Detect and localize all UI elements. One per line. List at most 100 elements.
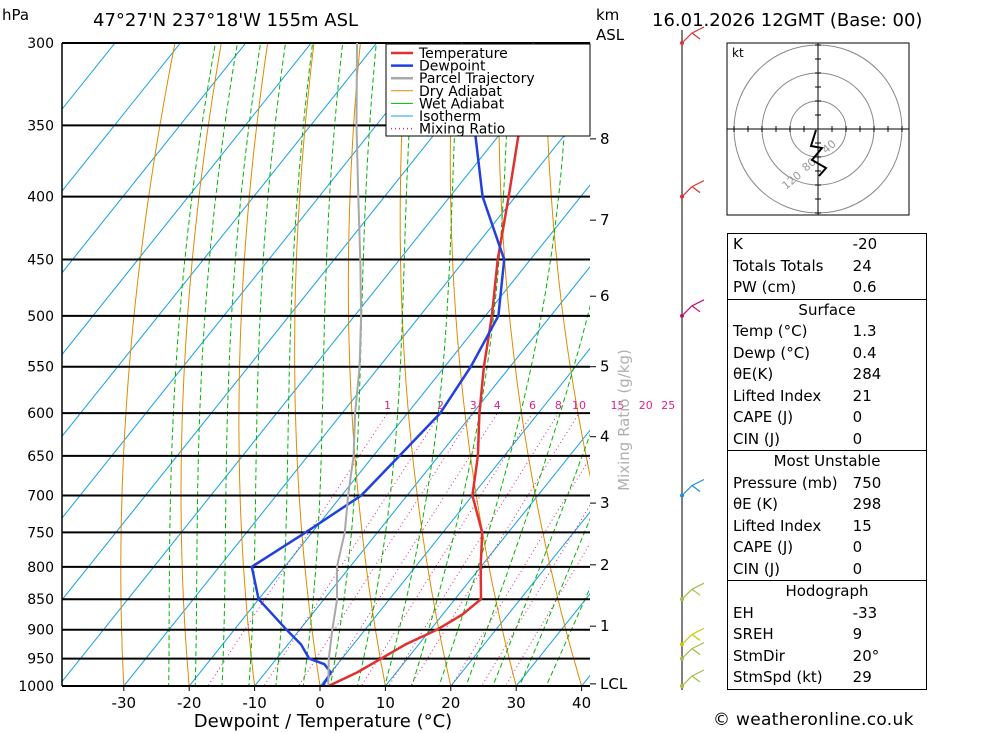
stmdir-label: StmDir — [733, 646, 785, 665]
k-label: K — [733, 235, 743, 254]
mixing-ratio-line — [451, 457, 590, 686]
km-tick-label: 4 — [600, 428, 610, 446]
pressure-tick-label: 500 — [27, 309, 54, 325]
dry-adiabat-line — [988, 0, 1000, 712]
x-tick-label: 10 — [376, 694, 395, 712]
surface-thetae-value: 284 — [852, 365, 882, 384]
km-tick-label: 5 — [600, 358, 610, 376]
mixing-ratio-line — [360, 412, 533, 686]
dry-adiabat-line — [238, 43, 269, 686]
surface-temp-label: Temp (°C) — [733, 322, 808, 341]
tt-value: 24 — [852, 256, 872, 275]
legend-label: Dewpoint — [419, 59, 486, 75]
k-value: -20 — [852, 235, 878, 254]
hodograph-unit: kt — [732, 46, 744, 60]
mu-header: Most Unstable — [727, 450, 927, 473]
surface-cape-value: 0 — [852, 408, 863, 427]
pressure-tick-label: 1000 — [18, 679, 54, 695]
wind-barb — [681, 180, 705, 198]
isotherm-line — [62, 43, 182, 192]
isotherm-line — [384, 429, 590, 686]
isotherm-line — [62, 43, 312, 356]
eh-label: EH — [733, 603, 754, 622]
mu-pres-label: Pressure (mb) — [733, 473, 838, 492]
dry-adiabat-line — [120, 43, 176, 686]
x-tick-label: 0 — [315, 694, 325, 712]
wind-barb — [681, 669, 705, 687]
pressure-tick-label: 800 — [27, 560, 54, 576]
km-tick-label: 7 — [600, 211, 610, 229]
km-tick-label: 8 — [600, 130, 610, 148]
wind-barb — [681, 642, 705, 660]
stmspd-value: 29 — [852, 668, 872, 687]
mixing-ratio-label: 8 — [555, 399, 562, 412]
mu-li-label: Lifted Index — [733, 516, 822, 535]
mixing-ratio-line — [207, 412, 388, 686]
legend-label: Wet Adiabat — [419, 96, 505, 112]
legend-label: Temperature — [418, 46, 508, 62]
wind-barb — [681, 26, 705, 44]
pressure-tick-label: 650 — [27, 449, 54, 465]
mu-cin-value: 0 — [852, 559, 863, 578]
pressure-tick-label: 450 — [27, 253, 54, 269]
surface-cin-value: 0 — [852, 429, 863, 448]
mixing-ratio-line — [505, 542, 590, 686]
pw-label: PW (cm) — [733, 278, 797, 297]
mixing-ratio-line — [323, 412, 498, 686]
run-title: 16.01.2026 12GMT (Base: 00) — [652, 10, 922, 31]
profile-series — [250, 43, 535, 686]
mixing-ratio-axis-title: Mixing Ratio (g/kg) — [615, 349, 633, 491]
pressure-tick-label: 700 — [27, 489, 54, 505]
x-tick-label: -20 — [177, 694, 202, 712]
pressure-tick-label: 750 — [27, 525, 54, 541]
legend-label: Parcel Trajectory — [419, 71, 535, 87]
parcel-trajectory-line — [327, 43, 363, 686]
wet-adiabat-line — [248, 43, 287, 686]
pw-value: 0.6 — [852, 278, 877, 297]
wind-barb-column — [680, 26, 705, 690]
mixing-ratio-label: 2 — [437, 399, 444, 412]
sreh-value: 9 — [852, 625, 863, 644]
surface-temp-value: 1.3 — [852, 322, 877, 341]
asl-unit: ASL — [596, 26, 625, 44]
isotherm-line — [319, 347, 590, 686]
legend-label: Dry Adiabat — [419, 84, 502, 100]
hodograph-trace — [809, 129, 828, 177]
pressure-tick-label: 400 — [27, 190, 54, 206]
isobar-lines — [62, 42, 590, 687]
mu-cape-label: CAPE (J) — [733, 538, 794, 557]
mixing-ratio-label: 10 — [572, 399, 586, 412]
pressure-tick-label: 300 — [27, 36, 54, 52]
wet-adiabat-line — [302, 43, 344, 686]
indices-table: K -20 Totals Totals 24 PW (cm) 0.6 Surface … — [727, 233, 927, 690]
km-unit: km — [596, 6, 619, 24]
dry-adiabat-line — [591, 0, 722, 712]
surface-cape-label: CAPE (J) — [733, 408, 794, 427]
stmspd-label: StmSpd (kt) — [733, 668, 823, 687]
surface-dewp-label: Dewp (°C) — [733, 343, 811, 362]
pressure-tick-label: 850 — [27, 592, 54, 608]
isotherm-line — [62, 43, 378, 438]
mixing-ratio-label: 1 — [384, 399, 391, 412]
x-tick-label: 20 — [441, 694, 460, 712]
isotherm-line — [123, 102, 590, 686]
sreh-label: SREH — [733, 625, 774, 644]
x-axis-title: Dewpoint / Temperature (°C) — [194, 711, 452, 732]
mixing-ratio-label: 15 — [611, 399, 625, 412]
hpa-unit: hPa — [2, 6, 29, 24]
mu-thetae-label: θE (K) — [733, 495, 778, 514]
wind-barb — [681, 582, 705, 600]
wet-adiabat-line — [384, 43, 460, 686]
mixing-ratio-labels: 1 2 3 4 6 8 10 15 20 25 — [384, 399, 675, 412]
pressure-tick-label: 600 — [27, 406, 54, 422]
surface-thetae-label: θE(K) — [733, 365, 774, 384]
mixing-ratio-line — [297, 412, 474, 686]
pressure-tick-label: 950 — [27, 652, 54, 668]
location-title: 47°27'N 237°18'W 155m ASL — [93, 10, 358, 31]
km-tick-label: LCL — [600, 675, 628, 693]
mixing-ratio-label: 6 — [529, 399, 536, 412]
copyright-link[interactable]: © weatheronline.co.uk — [713, 710, 914, 730]
